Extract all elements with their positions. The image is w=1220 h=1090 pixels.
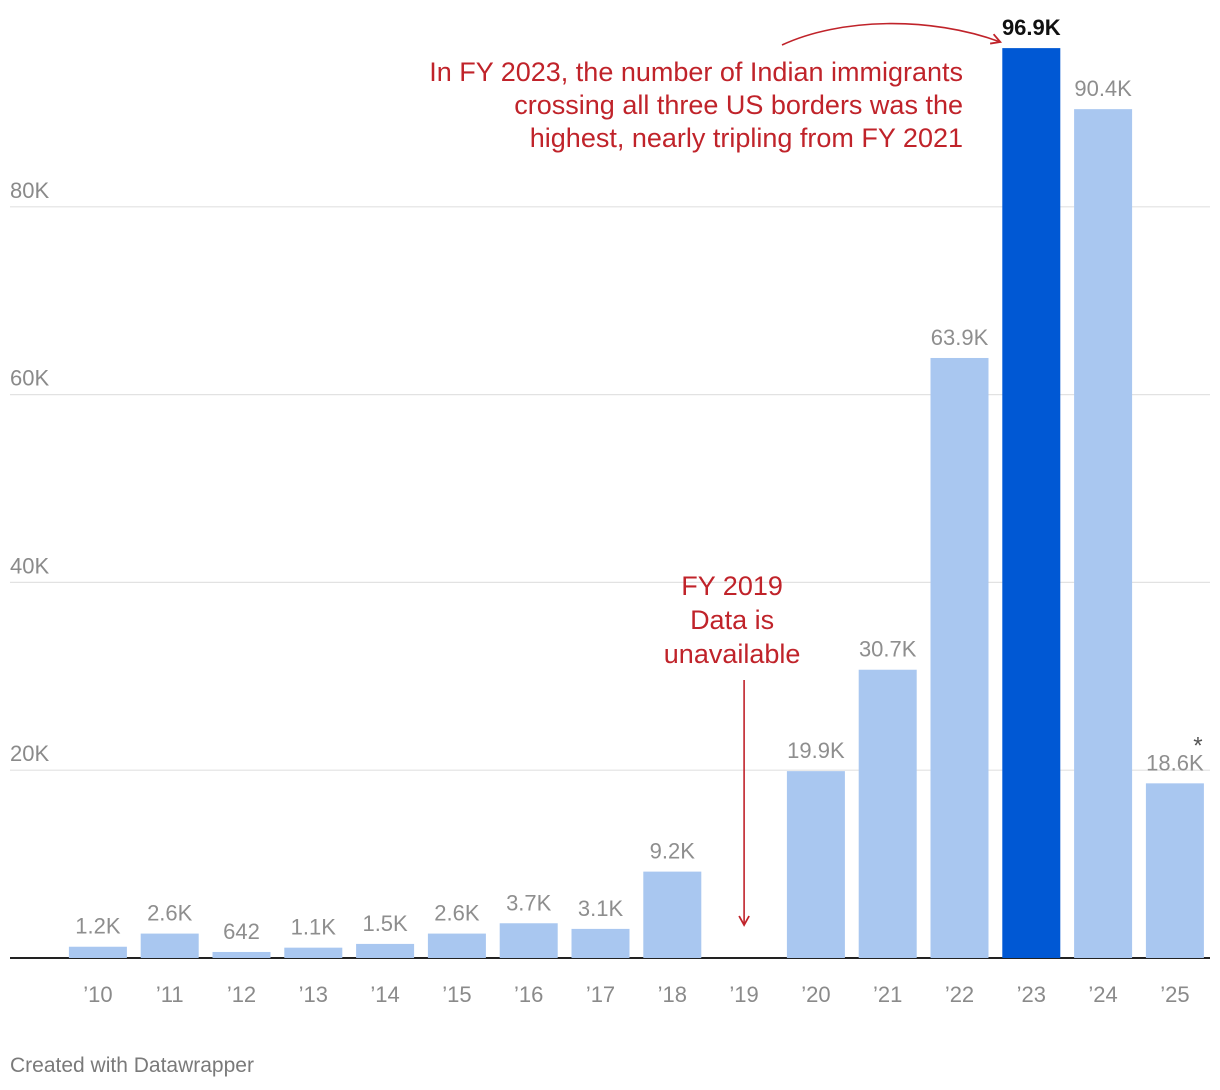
footnote-marker: *: [1193, 732, 1202, 759]
annotation-fy2023-line: highest, nearly tripling from FY 2021: [530, 123, 963, 153]
value-label-12: 63.9K: [931, 325, 989, 350]
x-tick-label-0: ’10: [83, 982, 112, 1007]
value-label-11: 30.7K: [859, 637, 917, 662]
bar-7: [571, 928, 630, 958]
annotation-fy2023-arrow: [781, 22, 1003, 46]
x-tick-label-10: ’20: [801, 982, 830, 1007]
bar-2: [212, 951, 271, 958]
value-label-4: 1.5K: [362, 911, 408, 936]
value-label-0: 1.2K: [75, 914, 121, 939]
y-tick-label: 20K: [10, 741, 49, 766]
x-tick-label-6: ’16: [514, 982, 543, 1007]
x-tick-label-1: ’11: [156, 982, 184, 1007]
bar-10: [786, 771, 845, 958]
bar-3: [284, 947, 343, 958]
annotation-fy2023-line: crossing all three US borders was the: [514, 90, 963, 120]
x-tick-label-15: ’25: [1160, 982, 1189, 1007]
y-tick-label: 60K: [10, 366, 49, 391]
x-tick-label-5: ’15: [442, 982, 471, 1007]
x-axis-ticks: ’10 ’11 ’12 ’13 ’14 ’15 ’16 ’17 ’18 ’19 ’20 ’21 ’22 ’…: [83, 982, 1189, 1007]
annotation-fy2019-line: FY 2019: [681, 571, 783, 601]
bar-14: [1074, 109, 1133, 959]
value-label-5: 2.6K: [434, 901, 480, 926]
bar-1: [140, 933, 199, 958]
value-label-14: 90.4K: [1074, 76, 1132, 101]
value-label-13: 96.9K: [1002, 15, 1061, 40]
annotation-fy2023-line: In FY 2023, the number of Indian immigra…: [429, 57, 963, 87]
x-tick-label-14: ’24: [1088, 982, 1117, 1007]
value-label-10: 19.9K: [787, 738, 845, 763]
x-tick-label-11: ’21: [873, 982, 902, 1007]
bar-8: [643, 871, 702, 958]
bar-4: [356, 943, 415, 958]
value-labels: 1.2K 2.6K 642 1.1K 1.5K 2.6K 3.7K 3.1K 9.2K 19.9K…: [75, 15, 1204, 944]
bar-6: [499, 923, 558, 958]
value-label-2: 642: [223, 919, 260, 944]
annotation-fy2019: FY 2019 Data is unavailable: [664, 571, 801, 669]
x-tick-label-8: ’18: [658, 982, 687, 1007]
x-tick-label-9: ’19: [729, 982, 758, 1007]
bar-chart: 20K 40K 60K 80K 1.2K 2.6K 642 1.1K 1.5K 2.6K 3.7K…: [10, 15, 1210, 1007]
x-tick-label-2: ’12: [227, 982, 256, 1007]
y-tick-label: 40K: [10, 553, 49, 578]
y-tick-label: 80K: [10, 178, 49, 203]
x-tick-label-4: ’14: [370, 982, 399, 1007]
x-tick-label-13: ’23: [1017, 982, 1046, 1007]
annotations: In FY 2023, the number of Indian immigra…: [429, 22, 1003, 927]
bar-0: [68, 946, 127, 958]
annotation-fy2019-line: unavailable: [664, 639, 801, 669]
x-tick-label-7: ’17: [586, 982, 615, 1007]
bar-11: [858, 669, 917, 958]
value-label-6: 3.7K: [506, 890, 552, 915]
annotation-fy2023: In FY 2023, the number of Indian immigra…: [429, 57, 963, 153]
bar-15: [1145, 783, 1204, 958]
datawrapper-credit: Created with Datawrapper: [10, 1054, 254, 1077]
value-label-1: 2.6K: [147, 901, 193, 926]
bars: [68, 48, 1204, 959]
value-label-8: 9.2K: [650, 839, 696, 864]
value-label-3: 1.1K: [291, 915, 337, 940]
value-label-15: 18.6K: [1146, 750, 1204, 775]
bar-13: [1002, 48, 1061, 958]
x-tick-label-12: ’22: [945, 982, 974, 1007]
annotation-fy2019-line: Data is: [690, 605, 774, 635]
value-label-7: 3.1K: [578, 896, 624, 921]
bar-12: [930, 357, 989, 958]
x-tick-label-3: ’13: [299, 982, 328, 1007]
bar-5: [427, 933, 486, 958]
